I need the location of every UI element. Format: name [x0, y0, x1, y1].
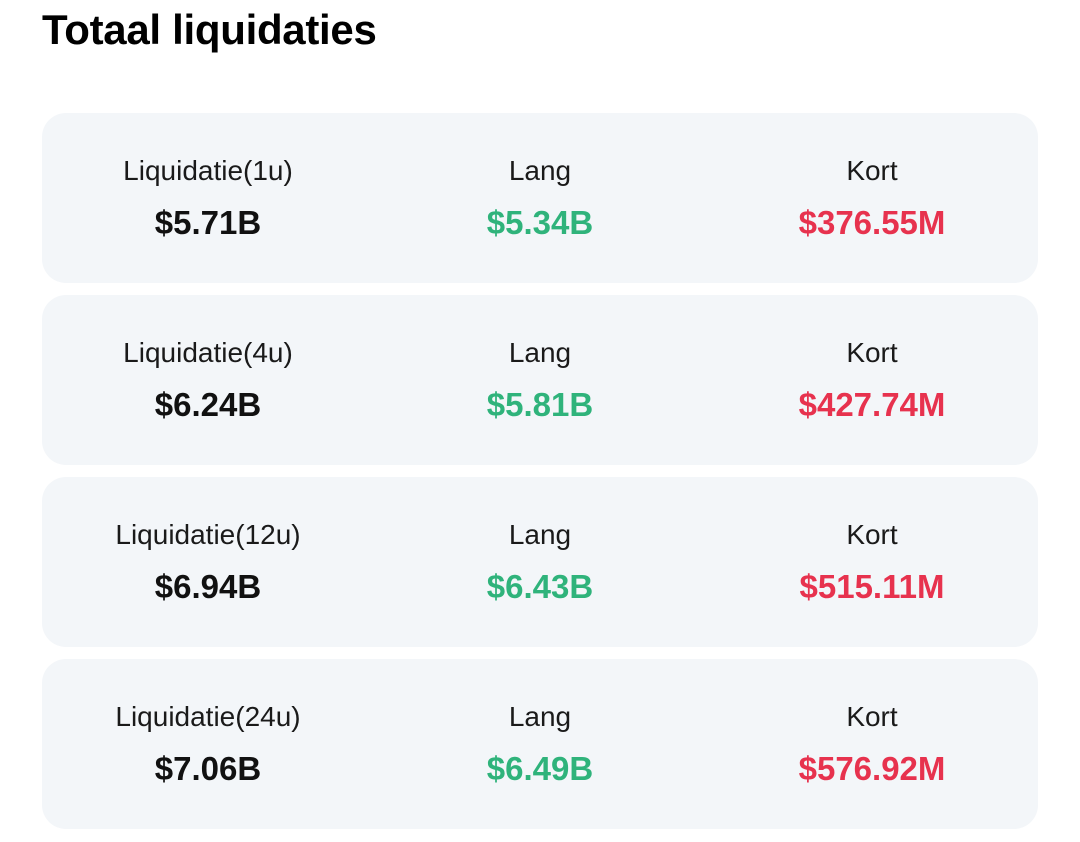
short-value: $515.11M	[799, 568, 945, 605]
long-label: Lang	[508, 519, 572, 550]
short-value: $427.74M	[798, 386, 946, 423]
long-value: $6.49B	[486, 750, 594, 787]
total-liquidation-label: Liquidatie(1u)	[123, 155, 293, 186]
long-value: $5.81B	[486, 386, 594, 423]
total-liquidation-value: $7.06B	[154, 750, 262, 787]
long-liquidation-column: Lang $5.81B	[374, 295, 706, 465]
short-label: Kort	[846, 155, 898, 186]
total-liquidation-column: Liquidatie(12u) $6.94B	[42, 477, 374, 647]
long-value: $5.34B	[486, 204, 594, 241]
total-liquidation-value: $5.71B	[154, 204, 262, 241]
short-liquidation-column: Kort $376.55M	[706, 113, 1038, 283]
short-liquidation-column: Kort $576.92M	[706, 659, 1038, 829]
total-liquidation-column: Liquidatie(4u) $6.24B	[42, 295, 374, 465]
long-liquidation-column: Lang $6.49B	[374, 659, 706, 829]
liquidation-card-12h[interactable]: Liquidatie(12u) $6.94B Lang $6.43B Kort …	[42, 477, 1038, 647]
long-value: $6.43B	[486, 568, 594, 605]
total-liquidation-label: Liquidatie(24u)	[115, 701, 301, 732]
short-value: $576.92M	[798, 750, 946, 787]
liquidation-card-1h[interactable]: Liquidatie(1u) $5.71B Lang $5.34B Kort $…	[42, 113, 1038, 283]
short-label: Kort	[846, 337, 898, 368]
short-label: Kort	[846, 519, 898, 550]
total-liquidation-value: $6.24B	[154, 386, 262, 423]
liquidation-card-list: Liquidatie(1u) $5.71B Lang $5.34B Kort $…	[42, 113, 1038, 841]
short-label: Kort	[846, 701, 898, 732]
total-liquidation-column: Liquidatie(1u) $5.71B	[42, 113, 374, 283]
short-liquidation-column: Kort $427.74M	[706, 295, 1038, 465]
long-liquidation-column: Lang $5.34B	[374, 113, 706, 283]
long-label: Lang	[508, 155, 572, 186]
liquidation-card-4h[interactable]: Liquidatie(4u) $6.24B Lang $5.81B Kort $…	[42, 295, 1038, 465]
long-liquidation-column: Lang $6.43B	[374, 477, 706, 647]
page-title: Totaal liquidaties	[42, 6, 377, 53]
short-liquidation-column: Kort $515.11M	[706, 477, 1038, 647]
total-liquidation-label: Liquidatie(12u)	[115, 519, 301, 550]
total-liquidation-label: Liquidatie(4u)	[123, 337, 293, 368]
long-label: Lang	[508, 337, 572, 368]
total-liquidation-value: $6.94B	[154, 568, 262, 605]
total-liquidation-column: Liquidatie(24u) $7.06B	[42, 659, 374, 829]
liquidation-card-24h[interactable]: Liquidatie(24u) $7.06B Lang $6.49B Kort …	[42, 659, 1038, 829]
long-label: Lang	[508, 701, 572, 732]
short-value: $376.55M	[798, 204, 946, 241]
